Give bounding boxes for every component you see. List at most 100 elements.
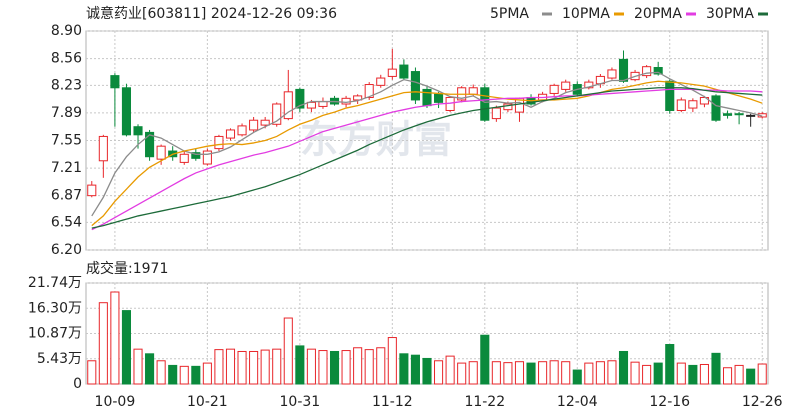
volume-bar bbox=[630, 361, 640, 385]
y-tick-label: 8.23 bbox=[51, 77, 82, 93]
volume-bar bbox=[722, 367, 733, 385]
volume-bar bbox=[422, 357, 432, 385]
candle-body bbox=[110, 75, 120, 89]
candle-body bbox=[584, 81, 594, 89]
candle-body bbox=[399, 64, 409, 79]
legend-label: 20PMA bbox=[634, 6, 682, 22]
y-tick-label: 0 bbox=[73, 376, 82, 392]
volume-bar bbox=[306, 348, 316, 385]
candle-body bbox=[410, 71, 420, 101]
candle-body bbox=[434, 93, 444, 103]
candle-body bbox=[549, 84, 559, 94]
y-tick-label: 6.87 bbox=[51, 188, 82, 204]
ma-line bbox=[91, 71, 763, 217]
candle-body bbox=[87, 184, 97, 197]
y-tick-label: 5.43万 bbox=[37, 351, 82, 367]
volume-bar bbox=[445, 355, 455, 385]
volume-bar bbox=[318, 350, 328, 385]
y-tick-label: 6.20 bbox=[51, 242, 82, 258]
candle-body bbox=[145, 131, 155, 158]
candle-body bbox=[121, 87, 132, 136]
candle-body bbox=[653, 67, 663, 75]
volume-bar bbox=[179, 365, 189, 385]
volume-bar bbox=[457, 362, 467, 385]
candle-body bbox=[98, 135, 108, 162]
volume-bar bbox=[572, 369, 582, 385]
y-tick-label: 8.56 bbox=[51, 51, 82, 67]
ma-line bbox=[91, 80, 763, 227]
volume-bar bbox=[260, 349, 270, 385]
candle-body bbox=[746, 114, 756, 117]
x-tick-label: 10-31 bbox=[280, 394, 321, 410]
volume-bar bbox=[434, 360, 444, 385]
volume-bar bbox=[121, 310, 132, 385]
candle-body bbox=[676, 99, 686, 111]
volume-bar bbox=[364, 349, 374, 385]
candle-body bbox=[214, 135, 224, 150]
candle-body bbox=[191, 152, 201, 159]
candle-body bbox=[156, 145, 166, 160]
volume-bar bbox=[607, 360, 617, 385]
volume-bar bbox=[746, 368, 756, 385]
candle-body bbox=[306, 101, 316, 109]
legend-label: 30PMA bbox=[706, 6, 754, 22]
candle-body bbox=[353, 95, 363, 101]
candle-body bbox=[491, 107, 501, 120]
volume-bar bbox=[503, 362, 513, 385]
candle-body bbox=[734, 113, 744, 116]
volume-bar bbox=[734, 364, 744, 385]
volume-bar bbox=[584, 362, 594, 385]
candle-body bbox=[272, 103, 282, 125]
y-tick-label: 7.21 bbox=[51, 160, 82, 176]
candle-body bbox=[237, 125, 247, 136]
x-tick-label: 12-26 bbox=[742, 394, 783, 410]
candle-body bbox=[318, 101, 328, 107]
chart-title: 诚意药业[603811] 2024-12-26 09:36 bbox=[86, 5, 337, 22]
volume-bar bbox=[214, 349, 224, 385]
candle-body bbox=[722, 113, 733, 116]
candle-body bbox=[468, 87, 478, 95]
volume-bar bbox=[676, 362, 686, 385]
volume-bar bbox=[191, 365, 201, 385]
y-tick-label: 16.30万 bbox=[28, 300, 82, 316]
candle-body bbox=[642, 66, 652, 77]
candle-body bbox=[607, 69, 617, 79]
x-tick-label: 10-21 bbox=[187, 394, 228, 410]
volume-bar bbox=[549, 360, 559, 385]
volume-bar bbox=[272, 348, 282, 385]
y-tick-label: 10.87万 bbox=[28, 326, 82, 342]
volume-bar bbox=[491, 361, 501, 385]
candle-body bbox=[618, 58, 629, 82]
y-tick-label: 7.89 bbox=[51, 105, 82, 121]
volume-bar bbox=[757, 363, 767, 385]
x-tick-label: 10-09 bbox=[95, 394, 136, 410]
volume-bar bbox=[329, 350, 340, 385]
volume-bar bbox=[249, 350, 259, 385]
volume-bar bbox=[688, 364, 698, 385]
x-tick-label: 11-12 bbox=[372, 394, 413, 410]
volume-bar bbox=[225, 348, 236, 385]
volume-bar bbox=[526, 362, 536, 385]
volume-bar bbox=[538, 361, 548, 385]
volume-bar bbox=[410, 354, 420, 385]
candle-body bbox=[283, 91, 293, 120]
candle-body bbox=[295, 88, 305, 109]
volume-bar bbox=[642, 364, 652, 385]
candle-body bbox=[387, 68, 397, 77]
candle-body bbox=[260, 119, 270, 126]
volume-title: 成交量:1971 bbox=[86, 260, 168, 277]
candle-body bbox=[341, 97, 351, 105]
candle-body bbox=[364, 84, 374, 99]
y-tick-label: 21.74万 bbox=[28, 275, 82, 291]
volume-bar bbox=[341, 350, 351, 385]
candle-body bbox=[225, 129, 236, 139]
volume-bar bbox=[202, 362, 212, 385]
volume-bar bbox=[711, 352, 721, 385]
volume-bar bbox=[699, 363, 709, 385]
volume-bar bbox=[387, 337, 397, 385]
volume-bar bbox=[399, 353, 409, 385]
volume-bar bbox=[665, 344, 675, 385]
ma-line bbox=[91, 88, 763, 231]
watermark: 东方财富 bbox=[300, 118, 452, 162]
